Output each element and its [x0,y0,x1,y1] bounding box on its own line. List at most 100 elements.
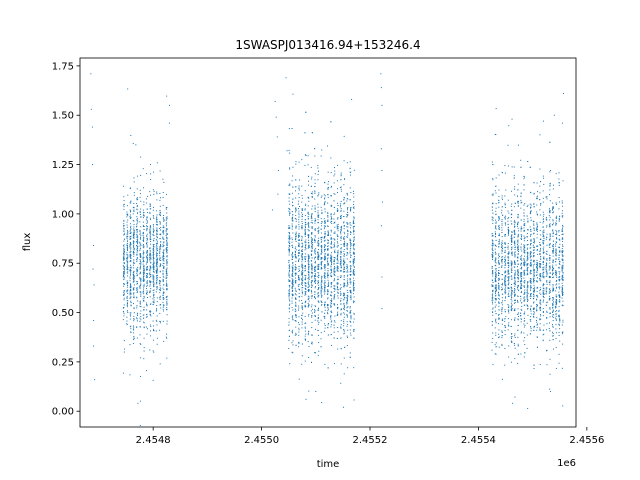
data-point [291,288,293,290]
data-point [136,259,138,261]
data-point [139,241,141,243]
data-point [123,278,125,280]
data-point [349,286,351,288]
data-point [156,274,158,276]
data-point [162,178,164,180]
data-point [292,232,294,234]
data-point [294,266,296,268]
data-point [317,296,319,298]
data-point [152,206,154,208]
data-point [298,268,300,270]
data-point [323,248,325,250]
data-point [152,312,154,314]
data-point [162,243,164,245]
data-point [127,284,129,286]
data-point [334,251,336,253]
data-point [146,267,148,269]
data-point [346,314,348,316]
data-point [143,245,145,247]
data-point [310,236,312,238]
data-point [139,291,141,293]
data-point [305,248,307,250]
data-point [530,234,532,236]
data-point [343,253,345,255]
data-point [307,223,309,225]
data-point [526,334,528,336]
data-point [555,241,557,243]
data-point [127,194,129,196]
data-point [561,200,563,202]
data-point [140,294,142,296]
data-point [143,228,145,230]
data-point [298,300,300,302]
data-point [330,334,332,336]
data-point [336,210,338,212]
data-point [517,289,519,291]
data-point [327,275,329,277]
data-point [292,285,294,287]
data-point [330,217,332,219]
data-point [295,256,297,258]
data-point [333,260,335,262]
data-point [129,318,131,320]
data-point [308,256,310,258]
data-point [146,228,148,230]
data-point [350,334,352,336]
data-point [323,228,325,230]
data-point [501,261,503,263]
data-point [299,235,300,237]
data-point [291,286,293,288]
data-point [301,355,303,357]
data-point [334,193,336,195]
data-point [126,214,128,216]
data-point [314,315,316,317]
data-point [142,277,144,279]
data-point [163,260,165,262]
data-point [337,230,339,232]
data-point [346,300,348,302]
data-point [146,258,148,260]
data-point [301,235,303,237]
data-point [150,257,152,259]
data-point [314,148,316,150]
data-point [330,186,332,188]
data-point [291,128,293,129]
data-point [349,329,351,331]
data-point [130,285,132,287]
data-point [324,289,326,291]
data-point [314,252,316,254]
data-point [561,252,563,254]
data-point [353,240,355,242]
data-point [137,246,139,248]
data-point [327,230,329,232]
data-point [330,310,332,312]
data-point [166,264,168,266]
data-point [527,247,529,249]
data-point [346,265,348,267]
data-point [165,336,167,338]
data-point [159,192,161,194]
data-point [340,186,342,188]
data-point [133,228,135,230]
data-point [153,266,155,268]
data-point [123,276,125,278]
data-point [320,245,322,247]
data-point [327,246,329,248]
data-point [498,226,500,228]
data-point [504,334,506,336]
data-point [333,222,335,224]
data-point [330,299,332,301]
data-point [517,241,519,243]
data-point [346,252,348,254]
data-point [289,284,291,286]
data-point [549,373,551,375]
data-point [305,288,307,290]
data-point [542,290,544,292]
data-point [294,250,296,252]
data-point [339,288,341,290]
data-point [347,198,349,200]
data-point [330,266,332,268]
data-point [520,321,522,323]
data-point [155,223,157,225]
data-point [546,225,548,227]
